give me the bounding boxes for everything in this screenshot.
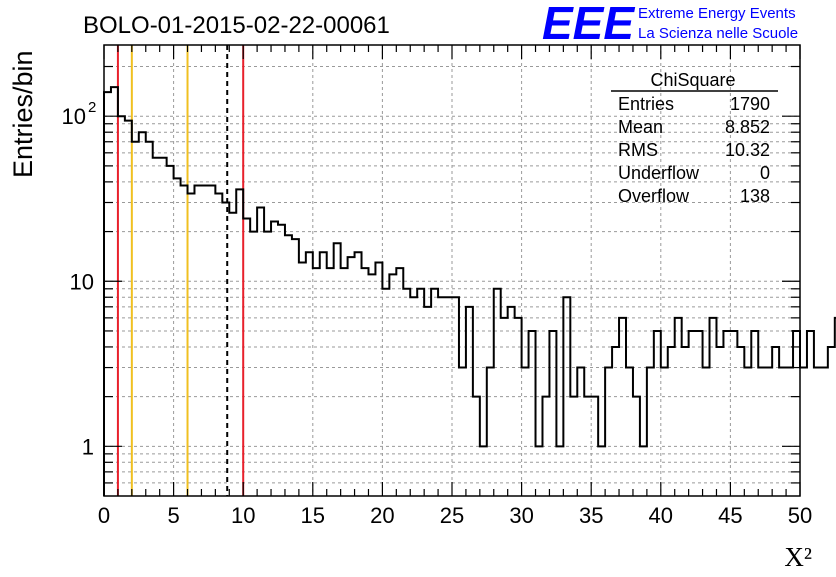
stats-row-value: 10.32 xyxy=(725,140,770,160)
x-tick-label: 35 xyxy=(579,503,603,528)
stats-row-value: 8.852 xyxy=(725,117,770,137)
eee-logo: EEE Extreme Energy Events La Scienza nel… xyxy=(542,0,798,49)
histogram-series xyxy=(103,86,836,496)
stats-box-title: ChiSquare xyxy=(650,70,735,90)
y-tick-label: 10 xyxy=(62,104,86,129)
stats-row-label: RMS xyxy=(618,140,658,160)
stats-row-label: Overflow xyxy=(618,186,690,206)
x-tick-label: 25 xyxy=(440,503,464,528)
x-tick-label: 45 xyxy=(718,503,742,528)
stats-row-value: 1790 xyxy=(730,94,770,114)
axis-ticks xyxy=(103,45,801,496)
reference-lines xyxy=(116,45,245,496)
eee-logo-line1: Extreme Energy Events xyxy=(638,5,796,22)
x-tick-labels: 0 5 10 15 20 25 30 35 40 45 50 xyxy=(98,503,812,528)
x-tick-label: 10 xyxy=(231,503,255,528)
stats-box: ChiSquare Entries 1790 Mean 8.852 RMS 10.32 Un… xyxy=(611,70,778,206)
stats-row-label: Entries xyxy=(618,94,674,114)
eee-logo-mark: EEE xyxy=(542,0,635,49)
x-tick-label: 50 xyxy=(788,503,812,528)
stats-row-label: Mean xyxy=(618,117,663,137)
y-tick-label: 10 xyxy=(70,269,94,294)
y-axis-title: Entries/bin xyxy=(8,50,38,178)
x-tick-label: 20 xyxy=(370,503,394,528)
x-tick-label: 30 xyxy=(509,503,533,528)
stats-row-value: 138 xyxy=(740,186,770,206)
stats-row-label: Underflow xyxy=(618,163,700,183)
x-axis-title: X² xyxy=(784,542,812,572)
y-tick-label-exponent: 2 xyxy=(88,99,96,116)
stats-row-value: 0 xyxy=(760,163,770,183)
x-tick-label: 5 xyxy=(167,503,179,528)
x-tick-label: 40 xyxy=(649,503,673,528)
stats-rows: Entries 1790 Mean 8.852 RMS 10.32 Underflow 0 Ov… xyxy=(618,94,770,206)
x-tick-label: 0 xyxy=(98,503,110,528)
x-tick-label: 15 xyxy=(301,503,325,528)
grid xyxy=(104,45,800,496)
y-tick-label: 1 xyxy=(82,434,94,459)
run-title: BOLO-01-2015-02-22-00061 xyxy=(83,12,390,39)
eee-logo-line2: La Scienza nelle Scuole xyxy=(638,25,798,42)
